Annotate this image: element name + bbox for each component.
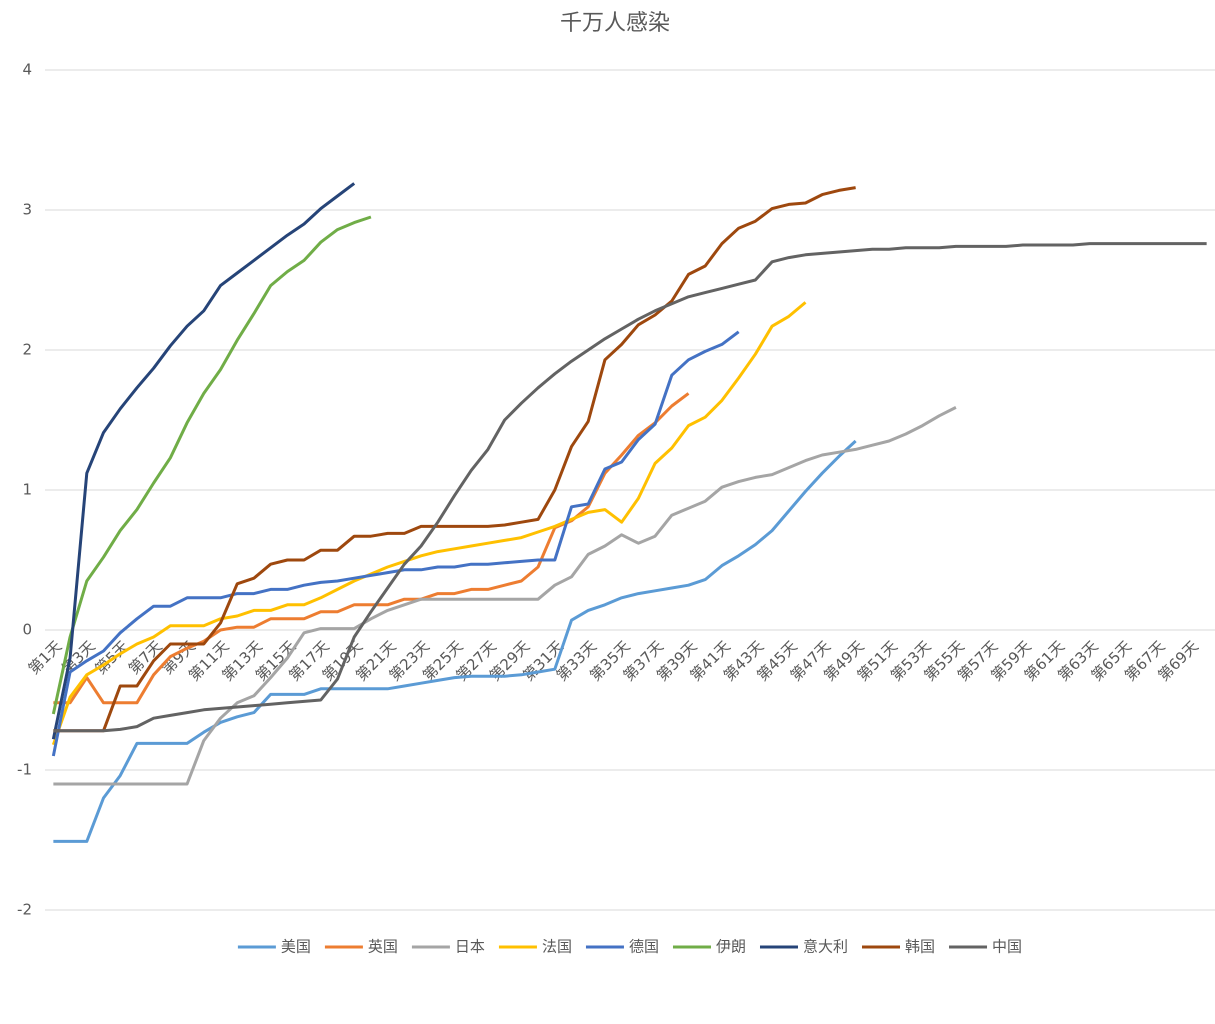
legend-label: 美国 xyxy=(281,938,311,956)
legend-label: 伊朗 xyxy=(716,938,746,956)
series-line xyxy=(53,242,1207,733)
series-line xyxy=(51,182,356,740)
series-line xyxy=(53,439,857,843)
y-tick-label: -2 xyxy=(17,901,32,919)
y-tick-label: 0 xyxy=(22,621,32,639)
series-line xyxy=(53,392,690,705)
legend-label: 韩国 xyxy=(905,938,935,956)
y-tick-label: 2 xyxy=(22,341,32,359)
series-line xyxy=(53,406,957,786)
series-line xyxy=(53,186,856,733)
series-line xyxy=(51,330,740,757)
legend-label: 日本 xyxy=(455,938,485,956)
y-tick-label: -1 xyxy=(17,761,32,779)
legend-label: 意大利 xyxy=(803,938,848,956)
y-tick-label: 4 xyxy=(22,61,32,79)
y-tick-label: 3 xyxy=(22,201,32,219)
legend-label: 中国 xyxy=(992,938,1022,956)
legend-label: 法国 xyxy=(542,938,572,956)
legend-label: 英国 xyxy=(368,938,398,956)
series-line xyxy=(51,301,807,746)
legend-label: 德国 xyxy=(629,938,659,956)
y-tick-label: 1 xyxy=(22,481,32,499)
x-tick-label: 第1天 xyxy=(25,637,66,678)
chart-title: 千万人感染 xyxy=(560,11,670,36)
series-line xyxy=(51,215,372,715)
legend: 美国 英国 日本 法国 德国 伊朗 意大利 韩国 中国 xyxy=(237,938,1022,956)
